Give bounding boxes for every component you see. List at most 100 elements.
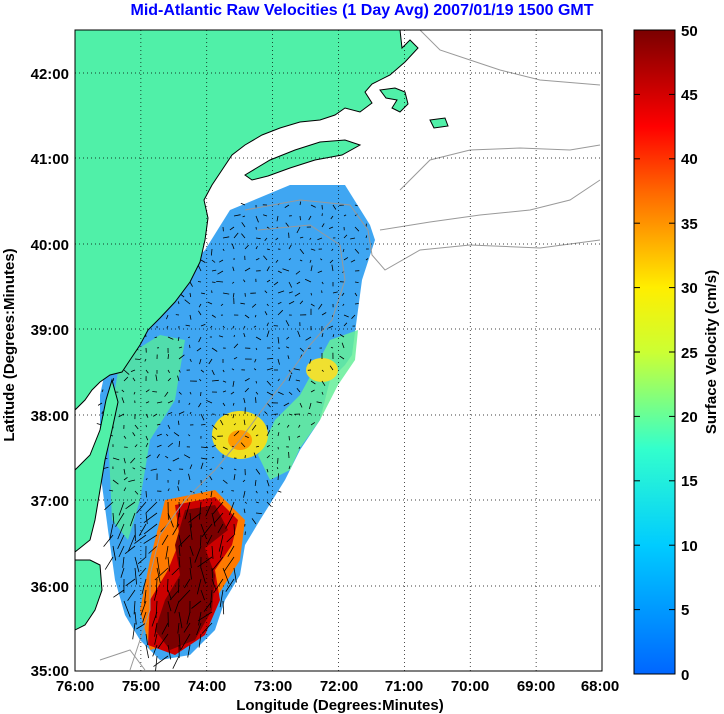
velocity-vector [134, 556, 140, 573]
velocity-vector [254, 479, 257, 486]
velocity-vector [273, 281, 279, 286]
velocity-vector [200, 391, 202, 397]
velocity-vector [298, 424, 301, 428]
velocity-vector [231, 243, 235, 250]
velocity-vector [178, 534, 191, 547]
velocity-vector [233, 423, 236, 426]
velocity-vector [183, 454, 191, 459]
velocity-vector [255, 237, 261, 240]
velocity-vector [321, 333, 324, 338]
velocity-vector [332, 204, 337, 210]
velocity-vector [120, 567, 125, 578]
velocity-vector [299, 402, 303, 408]
chart-title: Mid-Atlantic Raw Velocities (1 Day Avg) … [131, 2, 594, 19]
velocity-vector [350, 259, 356, 263]
velocity-vector [321, 223, 325, 228]
velocity-vector [211, 379, 219, 382]
velocity-vector [153, 589, 158, 601]
velocity-vector [243, 419, 246, 426]
velocity-vector [227, 545, 235, 557]
velocity-vector [197, 281, 202, 283]
x-tick-label: 72:00 [320, 678, 358, 695]
colorbar-label: Surface Velocity (cm/s) [703, 270, 720, 434]
velocity-vector [307, 412, 312, 415]
velocity-vector [264, 311, 268, 316]
velocity-vector [123, 376, 129, 382]
velocity-vector [332, 291, 338, 294]
grid-lines [75, 30, 602, 671]
velocity-vector [178, 556, 181, 568]
velocity-vector [255, 501, 259, 504]
velocity-vector [309, 259, 312, 263]
velocity-vector [161, 534, 169, 546]
velocity-vector [154, 567, 169, 581]
y-tick-label: 35:00 [31, 663, 69, 680]
velocity-vector [172, 655, 180, 669]
velocity-vector [288, 391, 293, 396]
velocity-vector [331, 314, 334, 318]
velocity-vector [189, 358, 192, 362]
velocity-vector [156, 444, 162, 448]
velocity-vector [288, 291, 293, 294]
velocity-vector [244, 387, 249, 393]
velocity-vector [125, 578, 136, 587]
velocity-vector [277, 301, 282, 305]
velocity-vector [210, 490, 213, 498]
velocity-vector [132, 432, 136, 437]
velocity-vector [318, 303, 323, 310]
velocity-vector [255, 336, 262, 341]
velocity-vector [156, 567, 161, 583]
velocity-vector [365, 258, 369, 261]
velocity-vector [244, 244, 249, 250]
y-tick-label: 41:00 [31, 151, 69, 168]
velocity-vectors [96, 201, 369, 671]
velocity-vector [188, 402, 191, 406]
velocity-vector [211, 314, 216, 318]
velocity-vector [321, 380, 326, 387]
velocity-vector [133, 600, 136, 615]
velocity-vector [210, 325, 213, 329]
velocity-vector [198, 633, 202, 648]
velocity-vector [351, 314, 356, 319]
colorbar-ticks [634, 29, 675, 675]
velocity-vector [299, 248, 305, 255]
velocity-vector [228, 501, 235, 516]
velocity-vector [188, 434, 191, 437]
velocity-vector [134, 611, 137, 625]
velocity-vector [178, 440, 181, 448]
colorbar-tick-label: 0 [681, 667, 689, 684]
velocity-vector [222, 402, 226, 407]
velocity-vector [161, 622, 169, 635]
velocity-vector [222, 446, 228, 450]
velocity-vector [199, 358, 202, 365]
velocity-vector [332, 334, 335, 338]
velocity-vector [167, 424, 171, 429]
velocity-vector [177, 301, 180, 305]
velocity-vector [233, 214, 241, 217]
colorbar-tick-label: 10 [681, 538, 698, 555]
velocity-vector [309, 358, 312, 364]
velocity-vector [198, 303, 202, 308]
velocity-vector [354, 292, 358, 297]
velocity-vector [321, 312, 327, 316]
velocity-vector [189, 391, 192, 395]
velocity-vector [211, 512, 216, 527]
velocity-vector [232, 413, 235, 419]
velocity-vector [167, 412, 173, 415]
velocity-vector [255, 347, 258, 351]
velocity-vector [310, 422, 316, 426]
velocity-vector [200, 534, 202, 546]
velocity-vector [266, 444, 270, 448]
velocity-vector [184, 299, 191, 305]
velocity-vector [277, 422, 281, 426]
velocity-vector [115, 512, 125, 527]
velocity-vector [288, 301, 295, 305]
velocity-vector [251, 303, 257, 308]
velocity-vector [196, 347, 202, 352]
velocity-vector [112, 545, 117, 561]
velocity-vector [220, 545, 224, 558]
velocity-vector [165, 545, 169, 560]
velocity-vector [255, 397, 257, 404]
velocity-vector [209, 468, 213, 470]
y-tick-label: 40:00 [31, 237, 69, 254]
